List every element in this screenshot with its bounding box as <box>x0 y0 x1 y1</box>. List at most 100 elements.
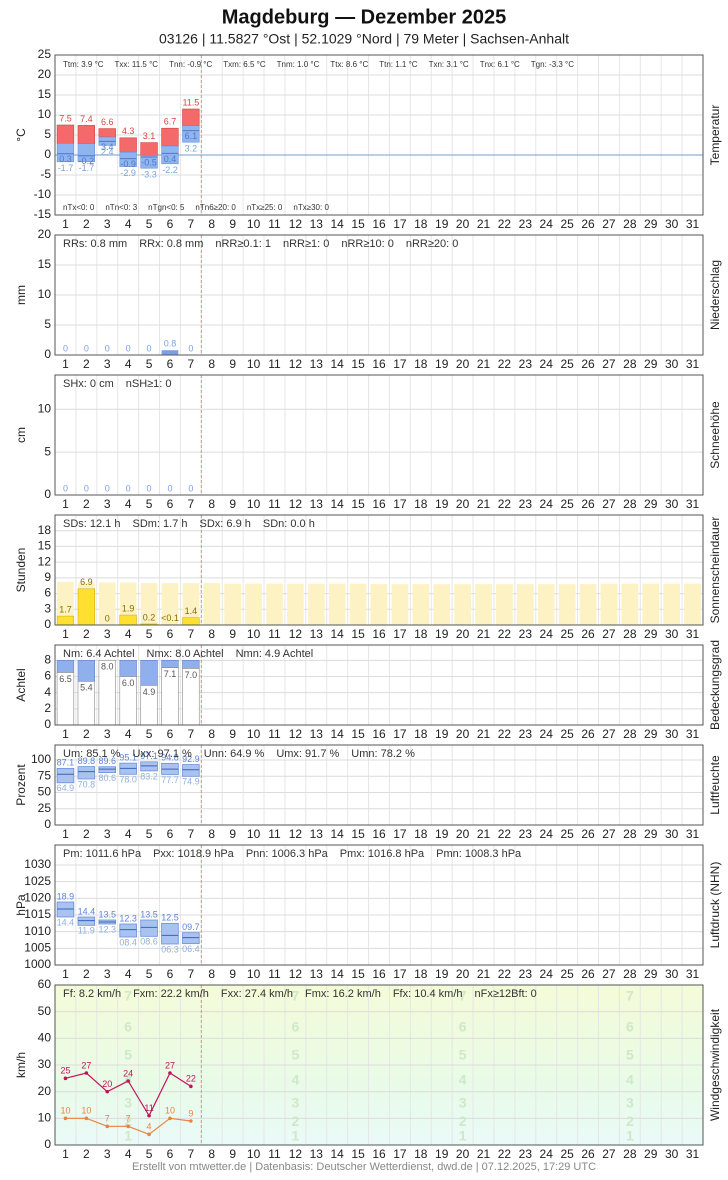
x-tick-label: 11 <box>268 627 281 641</box>
x-tick-label: 13 <box>310 1147 324 1161</box>
y-axis-title: Stunden <box>14 548 28 593</box>
x-tick-label: 9 <box>229 827 236 841</box>
x-tick-label: 25 <box>560 727 574 741</box>
x-tick-label: 21 <box>477 217 491 231</box>
max-label: 12.5 <box>161 913 179 923</box>
stat-text: nRR≥20: 0 <box>406 238 459 250</box>
beaufort-label: 4 <box>626 1072 634 1088</box>
x-tick-label: 6 <box>167 967 174 981</box>
page-subtitle: 03126 | 11.5827 °Ost | 52.1029 °Nord | 7… <box>159 31 569 47</box>
x-tick-label: 22 <box>498 827 512 841</box>
x-tick-label: 11 <box>268 1147 281 1161</box>
stat-text: Fxm: 22.2 km/h <box>133 988 209 1000</box>
x-tick-label: 1 <box>62 357 69 371</box>
value-label: 11 <box>144 1103 153 1113</box>
min-label: 83.2 <box>140 771 158 781</box>
x-tick-label: 27 <box>602 217 616 231</box>
x-tick-label: 19 <box>435 497 449 511</box>
bar <box>433 584 450 625</box>
x-tick-label: 9 <box>229 967 236 981</box>
x-tick-label: 4 <box>125 727 132 741</box>
x-tick-label: 16 <box>372 1147 386 1161</box>
x-tick-label: 22 <box>498 727 512 741</box>
y-tick-label: 20 <box>38 1084 52 1098</box>
stat-text: Nm: 6.4 Achtel <box>63 648 135 660</box>
y-tick-label: 0 <box>44 347 51 361</box>
x-tick-label: 10 <box>247 497 261 511</box>
y-tick-label: 25 <box>38 801 52 815</box>
x-tick-label: 9 <box>229 1147 236 1161</box>
x-tick-label: 1 <box>62 217 69 231</box>
bar <box>329 584 346 625</box>
bar <box>203 583 220 625</box>
y-tick-label: 5 <box>44 127 51 141</box>
value-label: 6.5 <box>59 674 72 684</box>
x-tick-label: 27 <box>602 1147 616 1161</box>
x-tick-label: 23 <box>519 357 533 371</box>
x-tick-label: 20 <box>456 727 470 741</box>
x-tick-label: 5 <box>146 727 153 741</box>
x-tick-label: 10 <box>247 217 261 231</box>
max-label: 13.5 <box>98 909 116 919</box>
max-label: 09.7 <box>182 922 200 932</box>
x-tick-label: 7 <box>188 217 195 231</box>
x-tick-label: 22 <box>498 497 512 511</box>
max-label: 12.3 <box>119 913 137 923</box>
x-tick-label: 21 <box>477 627 491 641</box>
point <box>168 1071 172 1075</box>
plot-area <box>55 375 703 495</box>
stat-text: Tnm: 1.0 °C <box>277 60 320 69</box>
stat-text: Unn: 64.9 % <box>204 748 265 760</box>
point <box>126 1079 130 1083</box>
x-tick-label: 18 <box>414 497 428 511</box>
tmax-label: 6.7 <box>164 117 177 127</box>
x-tick-label: 25 <box>560 967 574 981</box>
point <box>105 1125 109 1129</box>
y-tick-label: 6 <box>44 669 51 683</box>
x-tick-label: 4 <box>125 217 132 231</box>
x-tick-label: 18 <box>414 727 428 741</box>
x-tick-label: 23 <box>519 967 533 981</box>
bar <box>601 584 618 625</box>
max-label: 13.5 <box>140 909 158 919</box>
x-tick-label: 14 <box>331 1147 345 1161</box>
y-tick-label: 5 <box>44 444 51 458</box>
x-tick-label: 20 <box>456 1147 470 1161</box>
x-tick-label: 24 <box>540 217 554 231</box>
beaufort-label: 1 <box>626 1128 634 1144</box>
x-tick-label: 22 <box>498 357 512 371</box>
x-tick-label: 15 <box>351 967 365 981</box>
value-label: 0 <box>105 613 110 623</box>
stat-text: nTx<0: 0 <box>63 203 95 212</box>
tmax-bar <box>99 129 116 137</box>
x-tick-label: 5 <box>146 627 153 641</box>
stat-text: nTgn<0: 5 <box>148 203 185 212</box>
beaufort-label: 1 <box>124 1128 132 1144</box>
panel-label: Schneehöhe <box>708 401 722 469</box>
x-tick-label: 16 <box>372 357 386 371</box>
value-label: 7.0 <box>185 670 198 680</box>
value-label: 10 <box>165 1106 175 1116</box>
x-tick-label: 15 <box>351 627 365 641</box>
x-tick-label: 11 <box>268 497 281 511</box>
y-tick-label: 50 <box>38 785 52 799</box>
value-label: 1.9 <box>122 603 135 613</box>
value-label: 0 <box>63 343 68 353</box>
beaufort-label: 3 <box>459 1094 467 1110</box>
stat-text: Txn: 3.1 °C <box>429 60 469 69</box>
bar <box>517 584 534 625</box>
min-label: 77.7 <box>161 775 179 785</box>
x-tick-label: 24 <box>540 727 554 741</box>
value-label: 0 <box>188 343 193 353</box>
x-tick-label: 14 <box>331 497 345 511</box>
y-axis-title: Prozent <box>14 764 28 806</box>
x-tick-label: 21 <box>477 357 491 371</box>
stat-text: Tnx: 6.1 °C <box>480 60 520 69</box>
y-tick-label: 1025 <box>24 874 51 888</box>
value-label: 1.7 <box>59 604 72 614</box>
value-label: 0 <box>147 483 152 493</box>
stat-text: Tgn: -3.3 °C <box>531 60 574 69</box>
x-tick-label: 7 <box>188 357 195 371</box>
stat-text: Pmn: 1008.3 hPa <box>436 848 522 860</box>
x-tick-label: 29 <box>644 967 658 981</box>
